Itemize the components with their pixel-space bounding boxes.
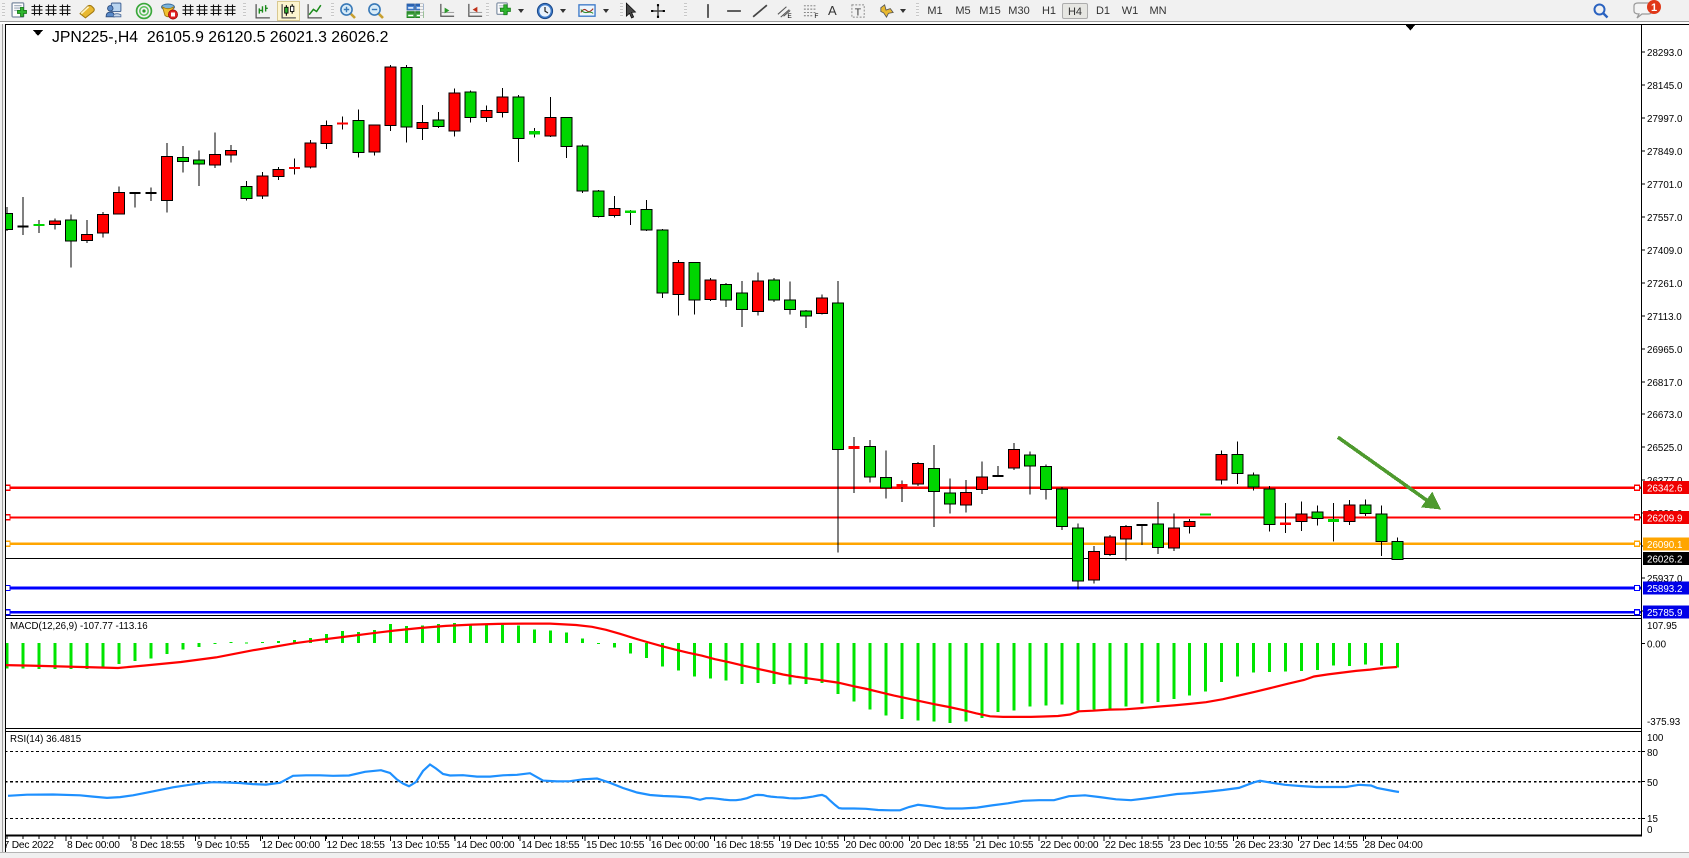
svg-text:26673.0: 26673.0	[1647, 410, 1683, 421]
svg-text:28 Dec 04:00: 28 Dec 04:00	[1364, 840, 1423, 851]
svg-text:28145.0: 28145.0	[1647, 81, 1683, 92]
svg-text:12 Dec 18:55: 12 Dec 18:55	[327, 840, 386, 851]
svg-text:E: E	[787, 13, 792, 20]
svg-text:15: 15	[1647, 814, 1658, 825]
svg-text:25893.2: 25893.2	[1647, 584, 1682, 595]
svg-text:25937.0: 25937.0	[1647, 574, 1683, 585]
svg-text:107.95: 107.95	[1647, 621, 1678, 632]
svg-text:26209.9: 26209.9	[1647, 513, 1682, 524]
svg-text:27261.0: 27261.0	[1647, 279, 1683, 290]
svg-text:1: 1	[1651, 2, 1657, 14]
svg-text:-375.93: -375.93	[1647, 717, 1681, 728]
svg-text:14 Dec 00:00: 14 Dec 00:00	[456, 840, 515, 851]
svg-text:16 Dec 00:00: 16 Dec 00:00	[651, 840, 710, 851]
svg-text:12 Dec 00:00: 12 Dec 00:00	[262, 840, 321, 851]
svg-text:16 Dec 18:55: 16 Dec 18:55	[716, 840, 775, 851]
svg-text:0: 0	[1647, 825, 1653, 836]
svg-text:100: 100	[1647, 733, 1664, 744]
svg-text:13 Dec 10:55: 13 Dec 10:55	[391, 840, 450, 851]
svg-text:26 Dec 23:30: 26 Dec 23:30	[1235, 840, 1294, 851]
svg-text:27701.0: 27701.0	[1647, 180, 1683, 191]
svg-text:T: T	[855, 7, 862, 18]
svg-text:22 Dec 18:55: 22 Dec 18:55	[1105, 840, 1164, 851]
svg-text:8 Dec 00:00: 8 Dec 00:00	[67, 840, 120, 851]
svg-text:50: 50	[1647, 778, 1658, 789]
svg-text:15 Dec 10:55: 15 Dec 10:55	[586, 840, 645, 851]
svg-text:7 Dec 2022: 7 Dec 2022	[4, 840, 55, 851]
svg-text:21 Dec 10:55: 21 Dec 10:55	[975, 840, 1034, 851]
svg-text:26965.0: 26965.0	[1647, 345, 1683, 356]
svg-text:MACD(12,26,9) -107.77 -113.16: MACD(12,26,9) -107.77 -113.16	[10, 621, 148, 632]
svg-text:27557.0: 27557.0	[1647, 213, 1683, 224]
svg-text:28293.0: 28293.0	[1647, 48, 1683, 59]
svg-text:27409.0: 27409.0	[1647, 246, 1683, 257]
svg-text:26525.0: 26525.0	[1647, 443, 1683, 454]
svg-text:26090.1: 26090.1	[1647, 540, 1682, 551]
svg-text:F: F	[814, 13, 818, 20]
svg-text:0.00: 0.00	[1647, 640, 1667, 651]
svg-text:22 Dec 00:00: 22 Dec 00:00	[1040, 840, 1099, 851]
svg-text:26817.0: 26817.0	[1647, 378, 1683, 389]
svg-text:26342.6: 26342.6	[1647, 484, 1683, 495]
svg-text:23 Dec 10:55: 23 Dec 10:55	[1170, 840, 1229, 851]
svg-text:8 Dec 18:55: 8 Dec 18:55	[132, 840, 185, 851]
svg-text:27997.0: 27997.0	[1647, 114, 1683, 125]
svg-text:20 Dec 18:55: 20 Dec 18:55	[910, 840, 969, 851]
svg-text:80: 80	[1647, 748, 1658, 759]
svg-text:9 Dec 10:55: 9 Dec 10:55	[197, 840, 250, 851]
svg-text:20 Dec 00:00: 20 Dec 00:00	[845, 840, 904, 851]
svg-text:25785.9: 25785.9	[1647, 608, 1682, 619]
svg-text:JPN225-,H4 26105.9 26120.5 26: JPN225-,H4 26105.9 26120.5 26021.3 26026…	[52, 29, 388, 46]
svg-text:RSI(14) 36.4815: RSI(14) 36.4815	[10, 734, 81, 745]
svg-text:27849.0: 27849.0	[1647, 147, 1683, 158]
svg-text:14 Dec 18:55: 14 Dec 18:55	[521, 840, 580, 851]
svg-text:26026.2: 26026.2	[1647, 554, 1682, 565]
svg-text:27 Dec 14:55: 27 Dec 14:55	[1300, 840, 1359, 851]
svg-text:27113.0: 27113.0	[1647, 312, 1682, 323]
svg-text:19 Dec 10:55: 19 Dec 10:55	[781, 840, 840, 851]
